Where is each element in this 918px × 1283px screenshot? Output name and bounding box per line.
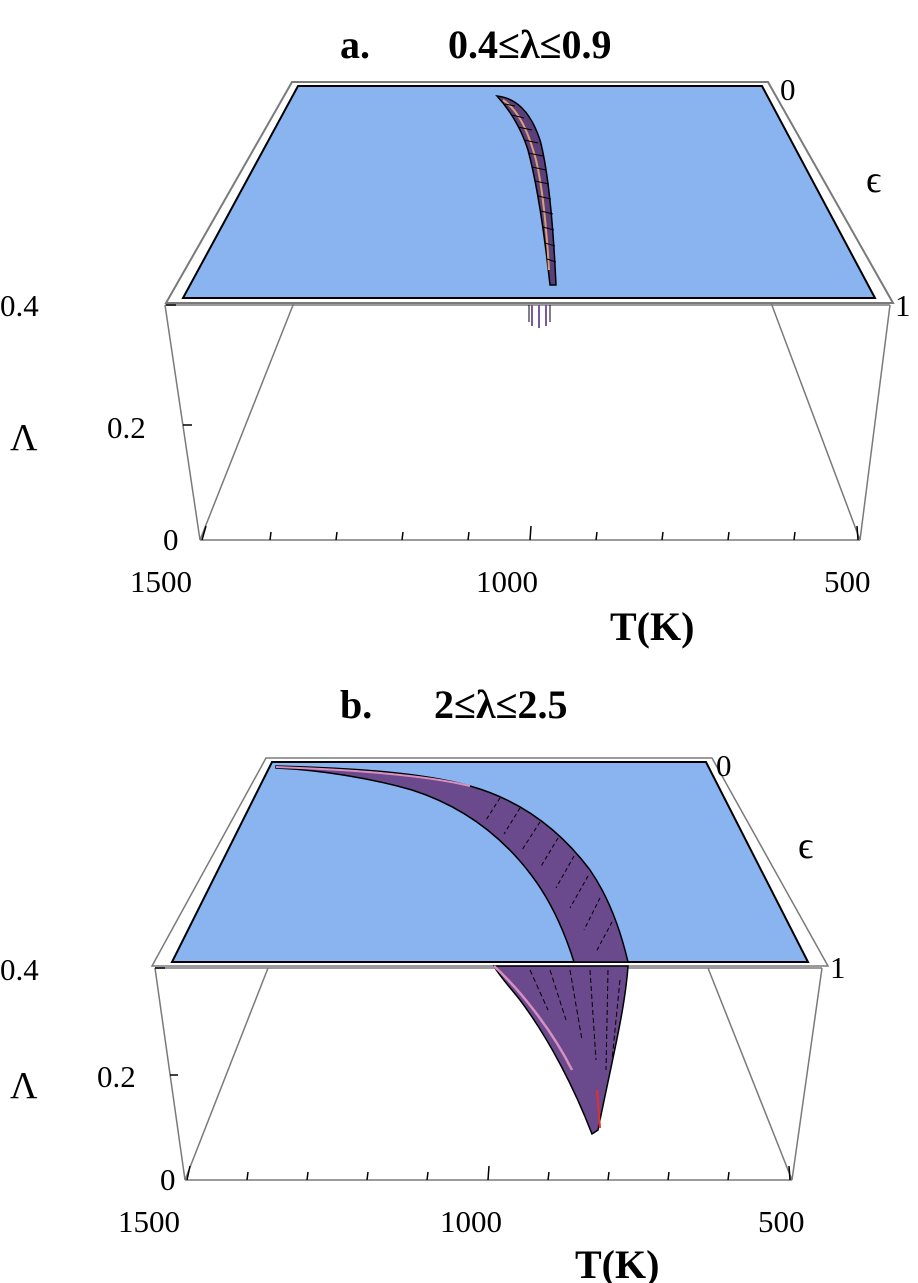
panel-a-plane xyxy=(181,85,877,299)
panel-a-title: 0.4≤λ≤0.9 xyxy=(448,22,612,67)
panel-b-z-label: Λ xyxy=(10,1065,38,1107)
panel-b-title-main: 2≤λ≤2.5 xyxy=(434,682,568,727)
panel-a-z-label: Λ xyxy=(10,417,38,459)
panel-a-ztick-0: 0 xyxy=(163,522,179,557)
panel-b-xtick-500: 500 xyxy=(758,1204,805,1239)
panel-a-xtick-1500: 1500 xyxy=(130,564,192,599)
panel-a: a. 0.4≤λ≤0.9 xyxy=(0,22,911,649)
panel-b-ticks xyxy=(155,967,791,1181)
panel-b-letter-main: b. xyxy=(340,682,372,727)
panel-b-x-label: T(K) xyxy=(575,1242,659,1283)
panel-a-surface xyxy=(495,95,557,328)
panel-b-ztick-0.2: 0.2 xyxy=(97,1059,136,1094)
panel-b-ztick-0: 0 xyxy=(160,1162,176,1197)
panel-a-ytick-1: 1 xyxy=(895,288,911,323)
panel-b-y-label: ϵ xyxy=(798,825,813,867)
panel-b-ytick-0: 0 xyxy=(716,748,732,783)
panel-b-xtick-1500: 1500 xyxy=(118,1204,180,1239)
panel-a-ztick-0.2: 0.2 xyxy=(107,410,146,445)
panel-a-ticks xyxy=(166,304,859,541)
panel-b-ytick-1: 1 xyxy=(830,950,846,985)
panel-a-y-label: ϵ xyxy=(866,159,881,201)
panel-b-xtick-1000: 1000 xyxy=(440,1204,502,1239)
panel-a-xtick-1000: 1000 xyxy=(476,564,538,599)
panel-b-plane-main-final xyxy=(170,761,810,963)
panel-a-xtick-500: 500 xyxy=(824,564,871,599)
panel-b-surface-tip xyxy=(596,1089,601,1129)
panel-b-cube xyxy=(154,967,823,1181)
panel-a-x-label: T(K) xyxy=(610,604,694,649)
panel-a-ytick-0: 0 xyxy=(780,72,796,107)
panel-a-ztick-0.4: 0.4 xyxy=(0,288,39,323)
panel-b-surface xyxy=(275,765,629,1136)
panel-b-ztick-0.4: 0.4 xyxy=(0,952,39,987)
panel-a-letter: a. xyxy=(340,22,370,67)
